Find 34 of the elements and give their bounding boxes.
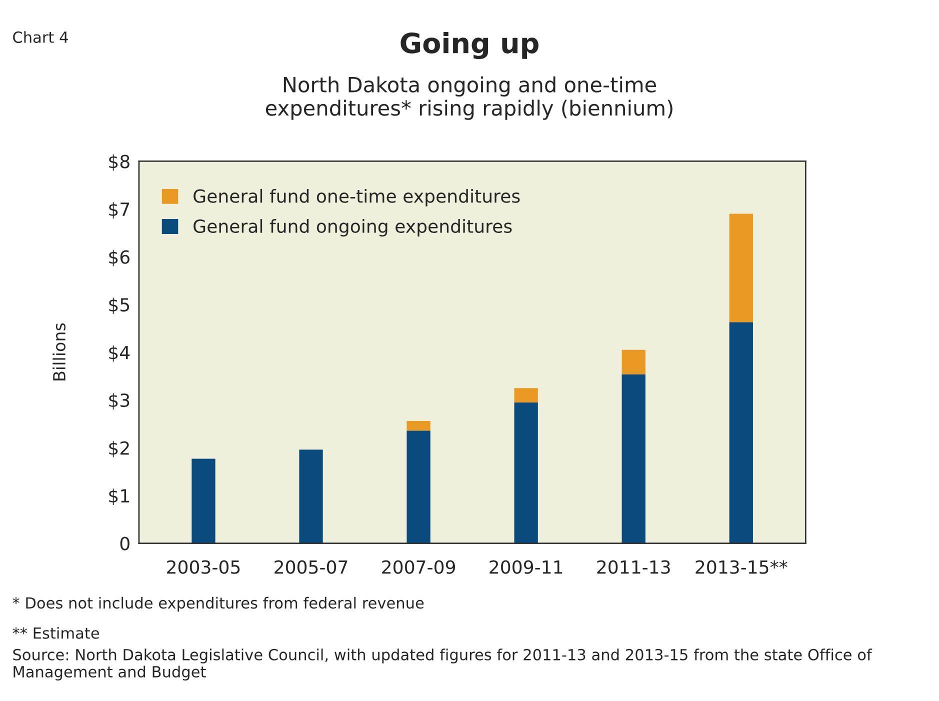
bar xyxy=(406,430,430,544)
x-tick-label: 2011-13 xyxy=(597,560,670,574)
y-tick-label: $1 xyxy=(109,488,129,506)
bar xyxy=(729,322,753,544)
bar xyxy=(622,374,646,544)
y-tick-label: $5 xyxy=(109,298,130,314)
y-tick-label: $3 xyxy=(109,393,130,410)
y-tick-label: $4 xyxy=(109,345,130,362)
bar xyxy=(514,402,538,544)
bar xyxy=(729,214,753,322)
chart-subtitle: North Dakota ongoing and one-time expenditures* rising rapidly (biennium) xyxy=(266,76,672,120)
bar xyxy=(406,421,430,431)
bar xyxy=(514,388,538,402)
y-tick-label: $8 xyxy=(109,154,130,171)
y-tick-label: 0 xyxy=(120,536,130,550)
x-tick-label: 2005-07 xyxy=(274,560,348,574)
bar xyxy=(622,350,646,374)
x-tick-label: 2007-09 xyxy=(382,560,455,574)
legend-label: General fund ongoing expenditures xyxy=(194,219,512,237)
y-tick-label: $6 xyxy=(109,250,130,266)
legend-label: General fund one-time expenditures xyxy=(194,188,520,206)
caption: Chart 4 xyxy=(13,31,68,43)
y-axis-title: Billions xyxy=(52,323,66,380)
text: ** Estimate xyxy=(12,627,100,639)
x-tick-label: 2003-05 xyxy=(167,560,240,574)
y-tick-label: $2 xyxy=(109,440,129,458)
source-note: Source: North Dakota Legislative Council, with updated figures for 2011-13 and 2013-15 from the state Office of Management and Budget xyxy=(13,648,872,680)
bar xyxy=(192,458,216,544)
chart-title: Going up xyxy=(400,32,538,60)
bar xyxy=(299,450,323,544)
x-tick-label: 2009-11 xyxy=(490,560,562,574)
text: * Does not include expenditures from federal revenue xyxy=(12,596,424,612)
y-tick-label: $7 xyxy=(109,202,130,218)
x-tick-label: 2013-15** xyxy=(696,560,788,574)
